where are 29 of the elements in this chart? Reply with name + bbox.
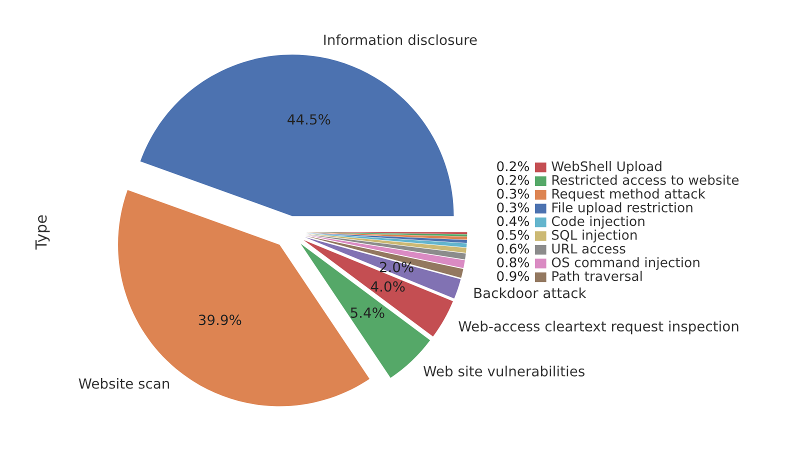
data-label: 0.5%: [497, 230, 530, 240]
data-label: 44.5%: [288, 114, 330, 125]
data-label: 4.0%: [370, 281, 405, 292]
data-label: 0.2%: [497, 161, 530, 172]
slice-label: Information disclosure: [324, 34, 477, 46]
text: Type: [35, 215, 50, 250]
legend-label: Path traversal: [552, 270, 642, 282]
data-label: 0.9%: [497, 271, 530, 282]
legend-label: WebShell Upload: [552, 161, 662, 174]
legend-label: OS command injection: [552, 257, 700, 270]
legend-label: Code injection: [552, 216, 644, 229]
legend-label: Request method attack: [552, 188, 706, 202]
data-label: 0.6%: [497, 244, 530, 254]
data-label: 0.8%: [497, 257, 530, 268]
data-label: 39.9%: [198, 314, 242, 326]
slice-label: Web-access cleartext request inspection: [458, 320, 738, 334]
slice-label: Web site vulnerabilities: [424, 366, 584, 376]
legend-label: SQL injection: [552, 230, 637, 242]
data-label: 5.4%: [350, 307, 384, 318]
data-label: 0.2%: [497, 174, 530, 185]
slice-label: Website scan: [78, 378, 170, 389]
data-label: 0.4%: [497, 216, 530, 226]
data-label: 0.3%: [497, 188, 530, 199]
data-label: 2.0%: [380, 262, 414, 272]
data-label: 0.3%: [497, 202, 530, 212]
slice-label: Backdoor attack: [474, 287, 586, 298]
legend-label: Restricted access to website: [552, 174, 739, 185]
legend-label: URL access: [552, 244, 626, 254]
legend-label: File upload restriction: [552, 202, 692, 215]
